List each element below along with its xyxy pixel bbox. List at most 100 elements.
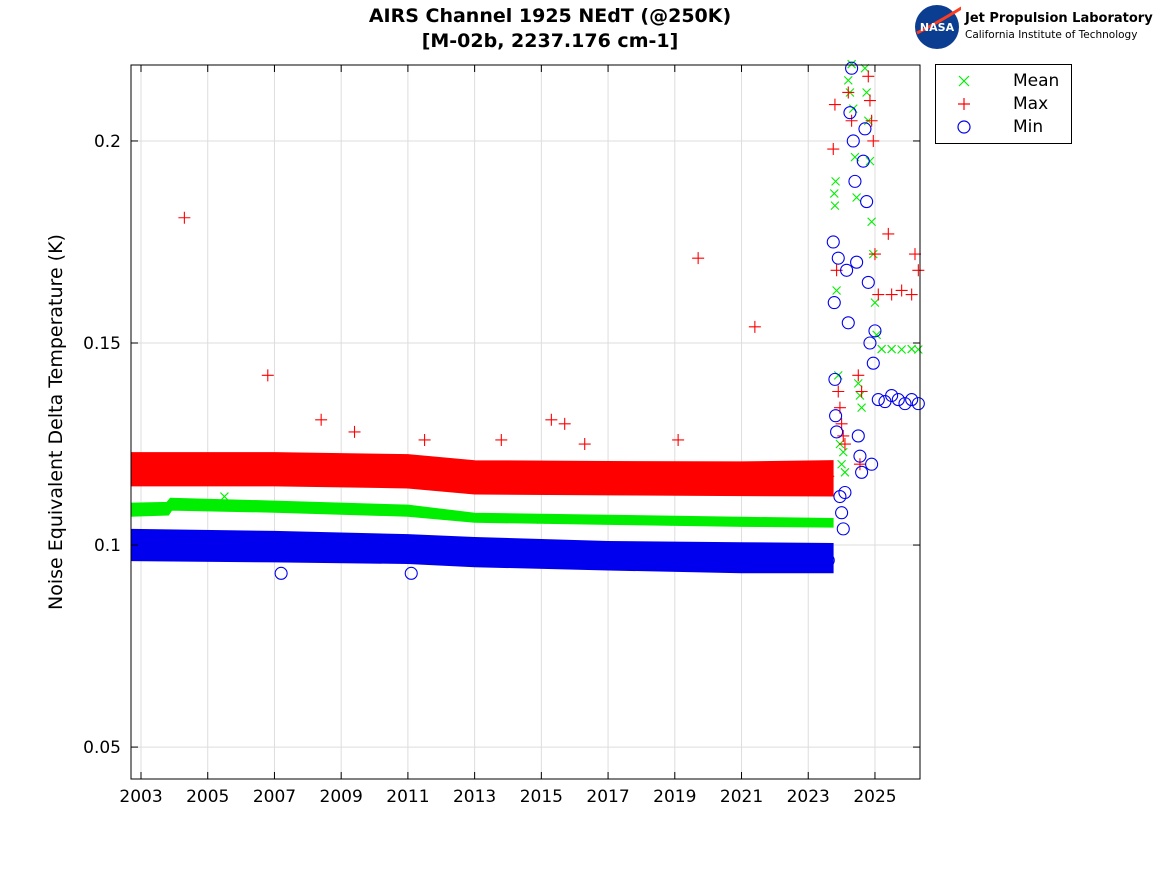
x-tick-label: 2003 <box>119 787 162 807</box>
x-tick-label: 2017 <box>586 787 629 807</box>
max-point <box>912 264 925 277</box>
legend-item-max: Max <box>936 93 1071 115</box>
mean-point <box>867 217 877 227</box>
band-mean <box>130 497 834 528</box>
mean-point <box>837 459 846 469</box>
legend-label: Max <box>1013 94 1049 114</box>
min-point <box>835 506 849 520</box>
min-point <box>861 275 875 289</box>
title-line-1: AIRS Channel 1925 NEdT (@250K) <box>368 5 732 27</box>
chart-title: AIRS Channel 1925 NEdT (@250K) [M-02b, 2… <box>250 4 850 54</box>
x-tick-label: 2013 <box>453 787 496 807</box>
mean-point <box>403 507 413 517</box>
max-point <box>558 417 571 430</box>
grid <box>131 65 920 779</box>
min-point <box>871 393 885 407</box>
x-tick-label: 2021 <box>720 787 763 807</box>
max-point <box>131 462 144 475</box>
min-point <box>367 542 382 556</box>
mean-point <box>503 514 513 524</box>
min-point <box>865 457 879 471</box>
max-point <box>905 288 918 301</box>
min-point <box>267 540 282 554</box>
max-point <box>862 70 875 83</box>
max-point <box>863 94 876 107</box>
mean-point <box>829 189 839 198</box>
max-point <box>602 470 615 483</box>
mean-point <box>887 344 897 354</box>
min-point <box>827 296 841 310</box>
max-point <box>201 458 214 471</box>
max-point <box>842 86 855 99</box>
series-bands <box>130 452 834 574</box>
mean-point <box>823 518 833 528</box>
max-point <box>832 385 845 398</box>
legend-label: Mean <box>1013 71 1060 91</box>
min-point <box>234 539 248 553</box>
min-point <box>534 549 548 563</box>
max-point <box>867 134 880 147</box>
max-point <box>865 114 878 127</box>
x-marker-icon <box>958 75 970 87</box>
min-point <box>885 388 899 403</box>
max-point <box>178 211 191 224</box>
min-point <box>801 553 815 567</box>
min-point <box>301 540 315 555</box>
legend: Mean Max Min <box>935 64 1072 144</box>
mean-point <box>203 500 213 510</box>
mean-point <box>536 515 546 524</box>
band-max <box>130 452 834 497</box>
mean-point <box>870 298 880 307</box>
nasa-meatball-icon: NASA <box>915 5 964 49</box>
max-point <box>261 369 274 382</box>
max-point <box>501 470 514 483</box>
mean-point <box>865 156 875 166</box>
axis-ticks: 2003 2005 2007 2009 2011 2013 2015 2017 2019 2021… <box>83 65 920 807</box>
nasa-jpl-logo: NASA Jet Propulsion Laboratory Californi… <box>913 3 1153 51</box>
mean-point <box>840 467 850 477</box>
min-point <box>601 550 615 564</box>
x-tick-label: 2009 <box>320 787 363 807</box>
max-point <box>268 462 281 475</box>
x-tick-label: 2011 <box>386 787 429 807</box>
mean-point <box>907 344 917 354</box>
max-point <box>168 458 181 471</box>
min-point <box>768 553 782 567</box>
series-min <box>131 61 925 580</box>
min-point <box>846 134 860 148</box>
min-point <box>868 324 882 338</box>
min-point <box>856 154 870 168</box>
series-max <box>131 70 925 487</box>
min-point <box>568 550 582 564</box>
mean-point <box>570 515 580 525</box>
max-point <box>802 474 815 487</box>
mean-point <box>133 506 143 516</box>
max-point <box>768 474 781 487</box>
max-point <box>235 462 248 475</box>
max-point <box>868 248 881 261</box>
mean-point <box>830 201 840 211</box>
legend-item-min: Min <box>936 116 1071 138</box>
min-point <box>830 425 844 439</box>
min-point <box>167 539 181 553</box>
x-tick-label: 2025 <box>853 787 896 807</box>
y-tick-label: 0.1 <box>94 536 121 556</box>
max-point <box>895 284 908 297</box>
mean-point <box>852 193 862 202</box>
min-point <box>845 61 859 75</box>
max-point <box>301 462 314 475</box>
min-point <box>831 251 845 265</box>
max-point <box>837 429 850 442</box>
min-point <box>833 490 847 504</box>
y-tick-label: 0.15 <box>83 334 121 354</box>
max-point <box>578 438 591 451</box>
mean-point <box>831 176 840 186</box>
mean-point <box>670 517 680 526</box>
min-point <box>838 485 852 500</box>
min-point <box>734 553 749 567</box>
max-point <box>702 470 715 483</box>
mean-point <box>470 513 480 522</box>
mean-point <box>832 286 841 295</box>
plot-frame <box>130 64 921 780</box>
min-point <box>858 122 872 136</box>
